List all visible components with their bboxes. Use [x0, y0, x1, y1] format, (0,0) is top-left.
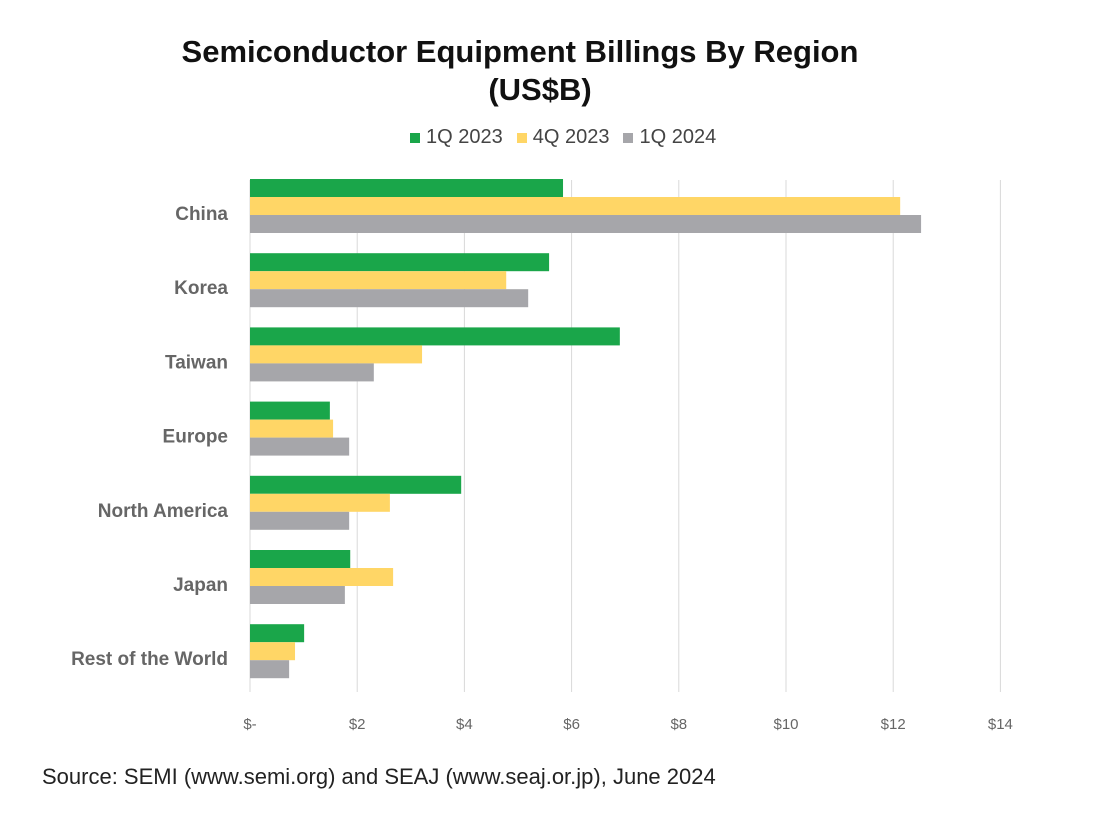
bar-4q-2023: [250, 419, 334, 438]
bar-4q-2023: [250, 568, 394, 586]
chart-subtitle: (US$B): [488, 72, 592, 107]
legend-item: 1Q 2023: [410, 126, 503, 149]
y-category-label: Japan: [173, 575, 228, 596]
x-tick-label: $6: [563, 716, 580, 733]
bar-4q-2023: [250, 642, 296, 661]
legend-label: 1Q 2024: [639, 126, 717, 148]
bar-1q-2024: [250, 437, 350, 456]
y-category-label: Rest of the World: [71, 649, 228, 670]
legend-label: 4Q 2023: [532, 126, 610, 148]
y-category-label: North America: [98, 501, 229, 522]
legend-swatch: [410, 132, 420, 143]
bar-1q-2023: [250, 179, 564, 197]
y-category-label: Europe: [163, 427, 228, 448]
legend-item: 1Q 2024: [623, 126, 716, 149]
x-tick-label: $4: [456, 716, 473, 733]
x-tick-label: $12: [881, 716, 906, 733]
bar-4q-2023: [250, 197, 901, 215]
legend-label: 1Q 2023: [426, 126, 503, 148]
bar-1q-2024: [250, 511, 350, 530]
bar-1q-2024: [250, 215, 922, 233]
y-category-label: China: [175, 204, 228, 225]
source-note: Source: SEMI (www.semi.org) and SEAJ (ww…: [42, 764, 716, 789]
x-tick-label: $-: [243, 716, 256, 733]
y-category-label: Korea: [174, 278, 228, 299]
bar-1q-2023: [250, 550, 351, 568]
x-tick-label: $8: [670, 716, 687, 733]
bar-1q-2023: [250, 401, 330, 420]
bar-4q-2023: [250, 271, 507, 290]
bar-1q-2024: [250, 586, 345, 604]
bar-1q-2024: [250, 363, 374, 382]
bar-1q-2023: [250, 624, 305, 643]
legend-swatch: [623, 132, 634, 143]
bar-1q-2023: [250, 475, 462, 494]
legend-item: 4Q 2023: [516, 126, 610, 149]
x-tick-label: $14: [988, 716, 1013, 733]
legend-swatch: [516, 132, 527, 143]
legend: 1Q 2023 4Q 2023 1Q 2024: [410, 126, 716, 149]
bar-4q-2023: [250, 493, 390, 512]
x-tick-label: $10: [773, 716, 798, 733]
bar-1q-2024: [250, 289, 529, 308]
bar-1q-2023: [250, 253, 550, 272]
bar-1q-2024: [250, 660, 290, 679]
chart-title: Semiconductor Equipment Billings By Regi…: [181, 34, 859, 69]
bar-4q-2023: [250, 345, 423, 364]
y-category-label: Taiwan: [165, 352, 228, 373]
bar-1q-2023: [250, 327, 620, 346]
x-tick-label: $2: [349, 716, 366, 733]
